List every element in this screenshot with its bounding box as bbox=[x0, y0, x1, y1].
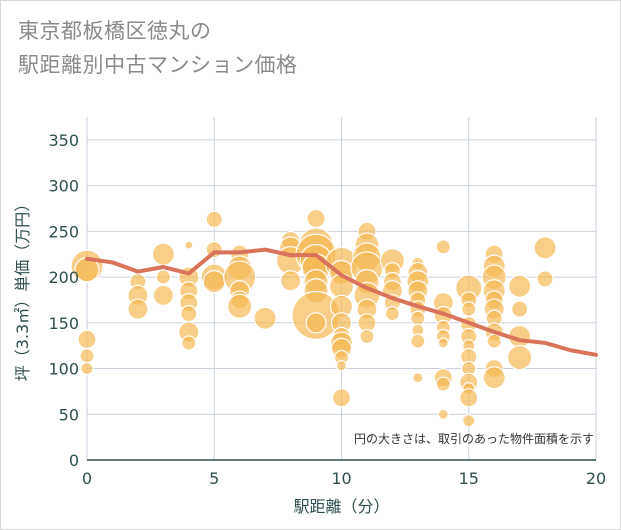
y-tick-label: 300 bbox=[48, 177, 79, 196]
bubble-point bbox=[384, 306, 400, 322]
bubbles bbox=[70, 208, 557, 428]
bubble-point bbox=[459, 388, 479, 408]
x-tick-label: 0 bbox=[82, 469, 92, 488]
y-tick-label: 150 bbox=[48, 314, 79, 333]
bubble-point bbox=[511, 300, 529, 318]
bubble-point bbox=[202, 270, 226, 294]
bubble-point bbox=[305, 312, 327, 334]
bubble-point bbox=[486, 333, 502, 349]
y-tick-label: 50 bbox=[59, 405, 79, 424]
bubble-point bbox=[155, 269, 171, 285]
trend-line bbox=[85, 247, 598, 357]
bubble-point bbox=[151, 242, 175, 266]
y-axis-label: 坪（3.3㎡）単価（万円） bbox=[13, 196, 32, 381]
bubble-point bbox=[181, 335, 197, 351]
bubble-point bbox=[507, 344, 533, 371]
bubble-point bbox=[127, 298, 149, 320]
bubble-point bbox=[410, 333, 426, 349]
x-tick-label: 15 bbox=[459, 469, 479, 488]
bubble-point bbox=[461, 301, 477, 317]
bubble-point bbox=[335, 360, 348, 372]
bubble-point bbox=[184, 240, 194, 250]
bubble-point bbox=[77, 329, 97, 349]
chart-title-line-1: 東京都板橋区徳丸の bbox=[18, 19, 212, 43]
x-tick-label: 20 bbox=[586, 469, 606, 488]
x-axis-label: 駅距離（分） bbox=[293, 497, 389, 516]
bubble-point bbox=[306, 208, 326, 229]
chart-title-line-2: 駅距離別中古マンション価格 bbox=[18, 53, 298, 77]
bubble-point bbox=[410, 310, 426, 326]
bubble-point bbox=[412, 372, 424, 384]
bubble-point bbox=[435, 239, 451, 255]
y-tick-label: 250 bbox=[48, 222, 79, 241]
y-tick-label: 0 bbox=[69, 451, 79, 470]
bubble-size-note: 円の大きさは、取引のあった物件面積を示す bbox=[354, 431, 594, 446]
bubble-point bbox=[80, 361, 94, 376]
bubble-point bbox=[253, 306, 277, 330]
bubble-point bbox=[435, 376, 451, 392]
tick-labels: 0 50 100 150 200 250 300 350 0 5 10 15 20 bbox=[48, 131, 606, 488]
bubble-point bbox=[227, 293, 253, 319]
bubble-point bbox=[437, 408, 449, 420]
chart-title: 東京都板橋区徳丸の 駅距離別中古マンション価格 bbox=[18, 14, 298, 82]
y-tick-label: 350 bbox=[48, 131, 79, 150]
bubble-point bbox=[437, 337, 449, 349]
bubble-point bbox=[533, 236, 557, 260]
bubble-point bbox=[536, 270, 554, 288]
bubble-point bbox=[205, 210, 223, 229]
bubble-point bbox=[331, 388, 352, 408]
bubble-point bbox=[79, 348, 95, 364]
x-tick-label: 5 bbox=[209, 469, 219, 488]
bubble-point bbox=[280, 270, 302, 292]
y-tick-label: 100 bbox=[48, 360, 79, 379]
bubble-point bbox=[359, 328, 375, 345]
bubble-point bbox=[508, 274, 532, 298]
trend-line-group bbox=[85, 247, 598, 357]
y-tick-label: 200 bbox=[48, 268, 79, 287]
bubble-point bbox=[152, 284, 174, 306]
x-tick-label: 10 bbox=[331, 469, 351, 488]
bubble-point bbox=[462, 414, 476, 428]
bubble-point bbox=[482, 366, 506, 390]
bubble-point bbox=[180, 305, 198, 323]
